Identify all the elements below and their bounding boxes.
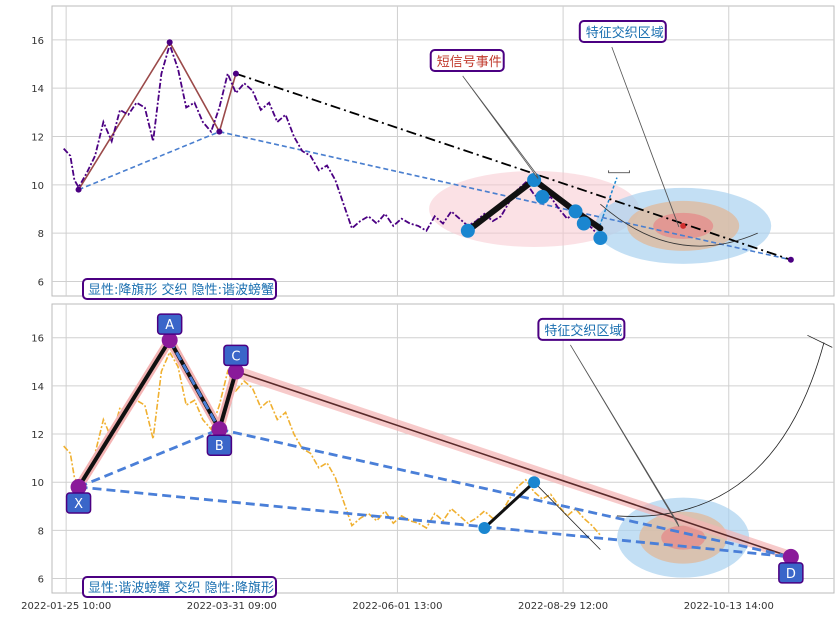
xabcd-marker <box>211 421 228 438</box>
xabcd-label: B <box>215 439 224 454</box>
pattern-point-marker <box>528 476 541 489</box>
pattern-line <box>77 40 237 191</box>
bottom-y-ticks: 6 8 10 12 14 16 <box>31 334 44 586</box>
pattern-point-marker <box>460 223 475 238</box>
pattern-point-marker <box>527 173 542 187</box>
annotation-arrow <box>570 344 680 527</box>
annotation-arrow <box>462 75 539 179</box>
x-tick-label: 2022-08-29 12:00 <box>518 601 608 612</box>
dashed-leg <box>78 485 792 559</box>
xabcd-marker <box>70 479 87 496</box>
xabcd-badge <box>156 313 183 335</box>
y-tick-label: 12 <box>31 430 44 441</box>
x-tick-label: 2022-06-01 13:00 <box>352 601 442 612</box>
bottom-panel: 6 8 10 12 14 16 2022-01-25 10:00 2022-03-31 09… <box>21 303 835 612</box>
pattern-band <box>235 365 791 561</box>
pattern-point-marker <box>535 189 550 204</box>
x-tick-label: 2022-01-25 10:00 <box>21 601 111 612</box>
projection-bracket <box>807 334 833 348</box>
y-tick-label: 14 <box>31 84 44 95</box>
pattern-point-marker <box>593 231 608 245</box>
xabcd-badge <box>65 492 92 514</box>
bottom-legend-text: 显性:谐波螃蟹 交织 隐性:降旗形 <box>88 580 274 596</box>
xabcd-marker <box>161 332 178 349</box>
pivot-point <box>787 256 794 263</box>
y-tick-label: 16 <box>31 36 44 47</box>
top-annotations: 短信号事件 特征交织区域 <box>429 20 680 228</box>
pattern-point-marker <box>478 521 491 534</box>
pivot-point <box>216 128 223 135</box>
top-legend-rect <box>82 278 277 300</box>
pivot-point <box>232 70 239 77</box>
xabcd-label: D <box>786 567 796 582</box>
annotation-box <box>537 317 626 341</box>
annotation-arrow <box>611 46 680 228</box>
annotation-label: 特征交织区域 <box>544 323 622 339</box>
pattern-line <box>219 130 792 261</box>
top-panel: 6 8 10 12 14 16 短信号事件 特征交织区域 显性:降旗形 交织 隐性:谐波螃蟹 <box>31 5 835 300</box>
bottom-legend-box: 显性:谐波螃蟹 交织 隐性:降旗形 <box>82 576 277 598</box>
thick-segment <box>464 177 538 234</box>
leg-line <box>217 369 238 432</box>
xabcd-badge <box>223 344 249 367</box>
target-zone-center <box>680 222 687 229</box>
y-tick-label: 6 <box>38 278 44 289</box>
y-tick-label: 12 <box>31 133 44 144</box>
y-tick-label: 10 <box>31 478 44 489</box>
pattern-point-marker <box>576 216 591 231</box>
pivot-point <box>75 186 82 193</box>
pattern-line <box>235 72 792 261</box>
xabcd-marker <box>782 548 799 565</box>
thick-segment <box>531 177 579 215</box>
bottom-annotations: 特征交织区域 <box>537 317 680 527</box>
cd-leg <box>235 370 792 558</box>
xabcd-badge <box>778 562 804 584</box>
x-tick-label: 2022-10-13 14:00 <box>684 601 774 612</box>
annotation-box <box>578 20 667 43</box>
projection-bracket <box>608 170 630 174</box>
xabcd-label: C <box>231 349 240 364</box>
bottom-x-ticks: 2022-01-25 10:00 2022-03-31 09:00 2022-06-… <box>21 601 774 612</box>
xabcd-marker <box>227 363 244 380</box>
x-tick-label: 2022-03-31 09:00 <box>187 601 277 612</box>
y-tick-label: 14 <box>31 382 44 393</box>
xabcd-label: A <box>165 318 174 333</box>
top-y-ticks: 6 8 10 12 14 16 <box>31 36 44 289</box>
bottom-legend-rect <box>82 576 277 598</box>
y-tick-label: 8 <box>38 526 44 537</box>
y-tick-label: 16 <box>31 334 44 345</box>
bottom-pattern-points: X A B C D <box>65 313 804 584</box>
dashed-leg <box>78 427 220 489</box>
pattern-point-marker <box>568 204 583 219</box>
y-tick-label: 10 <box>31 181 44 192</box>
dashed-leg <box>168 339 221 430</box>
y-tick-label: 8 <box>38 229 44 240</box>
projection-arc <box>616 342 825 517</box>
pattern-line <box>78 130 220 191</box>
top-legend-box: 显性:降旗形 交织 隐性:谐波螃蟹 <box>82 278 277 300</box>
top-pattern-lines <box>77 40 792 261</box>
signal-tail <box>533 481 601 550</box>
bottom-pattern-lines <box>74 334 833 561</box>
y-tick-label: 6 <box>38 575 44 586</box>
projection-arc <box>600 203 758 247</box>
xabcd-badge <box>206 434 233 456</box>
pivot-point <box>166 39 173 46</box>
annotation-label: 短信号事件 <box>437 55 502 70</box>
signal-segment <box>483 481 536 530</box>
top-legend-text: 显性:降旗形 交织 隐性:谐波螃蟹 <box>88 282 274 298</box>
annotation-box <box>429 49 505 72</box>
leg-line <box>76 338 172 490</box>
annotation-label: 特征交织区域 <box>586 25 664 41</box>
xabcd-label: X <box>74 497 83 512</box>
